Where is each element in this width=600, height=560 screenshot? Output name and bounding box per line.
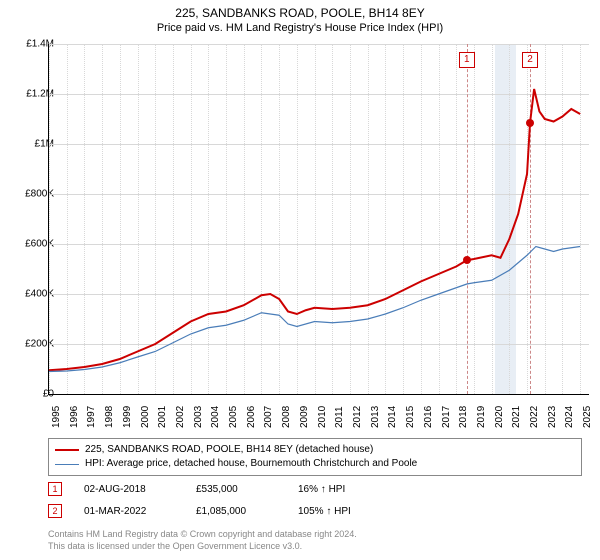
x-tick-label: 2009 [299, 406, 310, 428]
x-tick-label: 2017 [441, 406, 452, 428]
footer-line: This data is licensed under the Open Gov… [48, 540, 357, 552]
chart-svg [49, 44, 589, 394]
x-tick-label: 2001 [157, 406, 168, 428]
footer: Contains HM Land Registry data © Crown c… [48, 528, 357, 552]
x-tick-label: 2020 [494, 406, 505, 428]
sale-date: 02-AUG-2018 [84, 484, 174, 495]
x-tick-label: 2003 [193, 406, 204, 428]
x-tick-label: 2007 [263, 406, 274, 428]
x-tick-label: 2008 [281, 406, 292, 428]
legend: 225, SANDBANKS ROAD, POOLE, BH14 8EY (de… [48, 438, 582, 476]
legend-row: HPI: Average price, detached house, Bour… [55, 457, 575, 471]
x-tick-label: 1998 [104, 406, 115, 428]
x-tick-label: 2004 [210, 406, 221, 428]
sale-price: £535,000 [196, 484, 276, 495]
chart-title: 225, SANDBANKS ROAD, POOLE, BH14 8EY [0, 0, 600, 20]
sale-marker-icon: 2 [48, 504, 62, 518]
sale-price: £1,085,000 [196, 506, 276, 517]
x-tick-label: 2013 [370, 406, 381, 428]
x-tick-label: 1996 [69, 406, 80, 428]
plot-area: 12 [48, 44, 589, 395]
x-tick-label: 2000 [140, 406, 151, 428]
x-tick-label: 2024 [564, 406, 575, 428]
sale-date: 01-MAR-2022 [84, 506, 174, 517]
x-tick-label: 2006 [246, 406, 257, 428]
legend-label: 225, SANDBANKS ROAD, POOLE, BH14 8EY (de… [85, 443, 373, 457]
sales-row: 1 02-AUG-2018 £535,000 16% ↑ HPI [48, 478, 351, 500]
sale-marker-icon: 1 [48, 482, 62, 496]
x-tick-label: 2021 [511, 406, 522, 428]
legend-row: 225, SANDBANKS ROAD, POOLE, BH14 8EY (de… [55, 443, 575, 457]
x-tick-label: 2016 [423, 406, 434, 428]
x-tick-label: 2018 [458, 406, 469, 428]
sale-delta: 105% ↑ HPI [298, 506, 351, 517]
x-tick-label: 2010 [317, 406, 328, 428]
sales-table: 1 02-AUG-2018 £535,000 16% ↑ HPI 2 01-MA… [48, 478, 351, 522]
footer-line: Contains HM Land Registry data © Crown c… [48, 528, 357, 540]
x-tick-label: 2022 [529, 406, 540, 428]
legend-label: HPI: Average price, detached house, Bour… [85, 457, 417, 471]
chart-subtitle: Price paid vs. HM Land Registry's House … [0, 20, 600, 38]
sale-marker-box: 2 [522, 52, 538, 68]
sale-marker-box: 1 [459, 52, 475, 68]
x-tick-label: 1995 [51, 406, 62, 428]
x-tick-label: 2014 [387, 406, 398, 428]
x-tick-label: 1997 [86, 406, 97, 428]
x-tick-label: 2005 [228, 406, 239, 428]
sale-delta: 16% ↑ HPI [298, 484, 345, 495]
x-tick-label: 2019 [476, 406, 487, 428]
x-tick-label: 2012 [352, 406, 363, 428]
sales-row: 2 01-MAR-2022 £1,085,000 105% ↑ HPI [48, 500, 351, 522]
x-tick-label: 2015 [405, 406, 416, 428]
x-tick-label: 2011 [334, 406, 345, 428]
x-tick-label: 2025 [582, 406, 593, 428]
x-tick-label: 2002 [175, 406, 186, 428]
chart-container: 225, SANDBANKS ROAD, POOLE, BH14 8EY Pri… [0, 0, 600, 560]
x-tick-label: 1999 [122, 406, 133, 428]
x-tick-label: 2023 [547, 406, 558, 428]
legend-swatch [55, 464, 79, 465]
legend-swatch [55, 449, 79, 451]
